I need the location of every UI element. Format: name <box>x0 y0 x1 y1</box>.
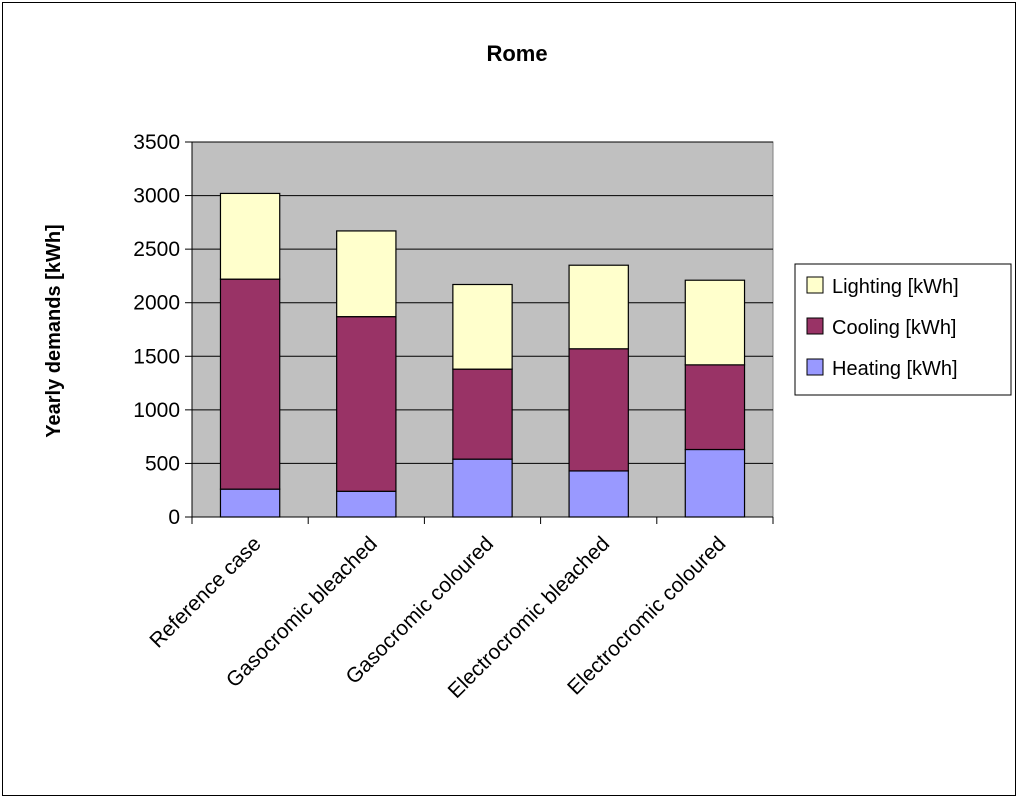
bar-segment <box>337 231 396 317</box>
plot-area: 0 500 1000 1500 2000 2500 3000 3500 Reference ca… <box>133 131 773 703</box>
y-tick-label: 1500 <box>133 345 180 368</box>
bar-segment <box>220 193 279 279</box>
legend-swatch <box>807 318 823 334</box>
y-tick-label: 1000 <box>133 399 180 422</box>
bar-segment <box>453 369 512 459</box>
y-tick-label: 500 <box>145 452 180 475</box>
bar-segment <box>453 459 512 517</box>
legend: Lighting [kWh] Cooling [kWh] Heating [kWh] <box>795 264 1011 395</box>
bar-segment <box>685 450 744 518</box>
chart-title: Rome <box>486 41 547 66</box>
bar-segment <box>337 317 396 492</box>
bar-segment <box>685 280 744 365</box>
bar-segment <box>685 365 744 450</box>
y-tick-label: 3500 <box>133 131 180 154</box>
bar-segment <box>569 471 628 517</box>
bar-segment <box>220 279 279 489</box>
x-category-label: Reference case <box>145 532 265 652</box>
bar-segment <box>220 489 279 517</box>
y-tick-label: 3000 <box>133 185 180 208</box>
y-axis-label: Yearly demands [kWh] <box>43 224 65 437</box>
y-tick-label: 2000 <box>133 292 180 315</box>
legend-swatch <box>807 359 823 375</box>
bar-segment <box>569 265 628 349</box>
bar-segment <box>337 491 396 517</box>
y-tick-label: 0 <box>168 506 180 529</box>
y-tick-label: 2500 <box>133 238 180 261</box>
legend-label: Cooling [kWh] <box>832 317 957 339</box>
legend-swatch <box>807 277 823 293</box>
legend-label: Heating [kWh] <box>832 358 958 380</box>
bar-segment <box>453 285 512 370</box>
legend-label: Lighting [kWh] <box>832 276 959 298</box>
bar-segment <box>569 349 628 471</box>
